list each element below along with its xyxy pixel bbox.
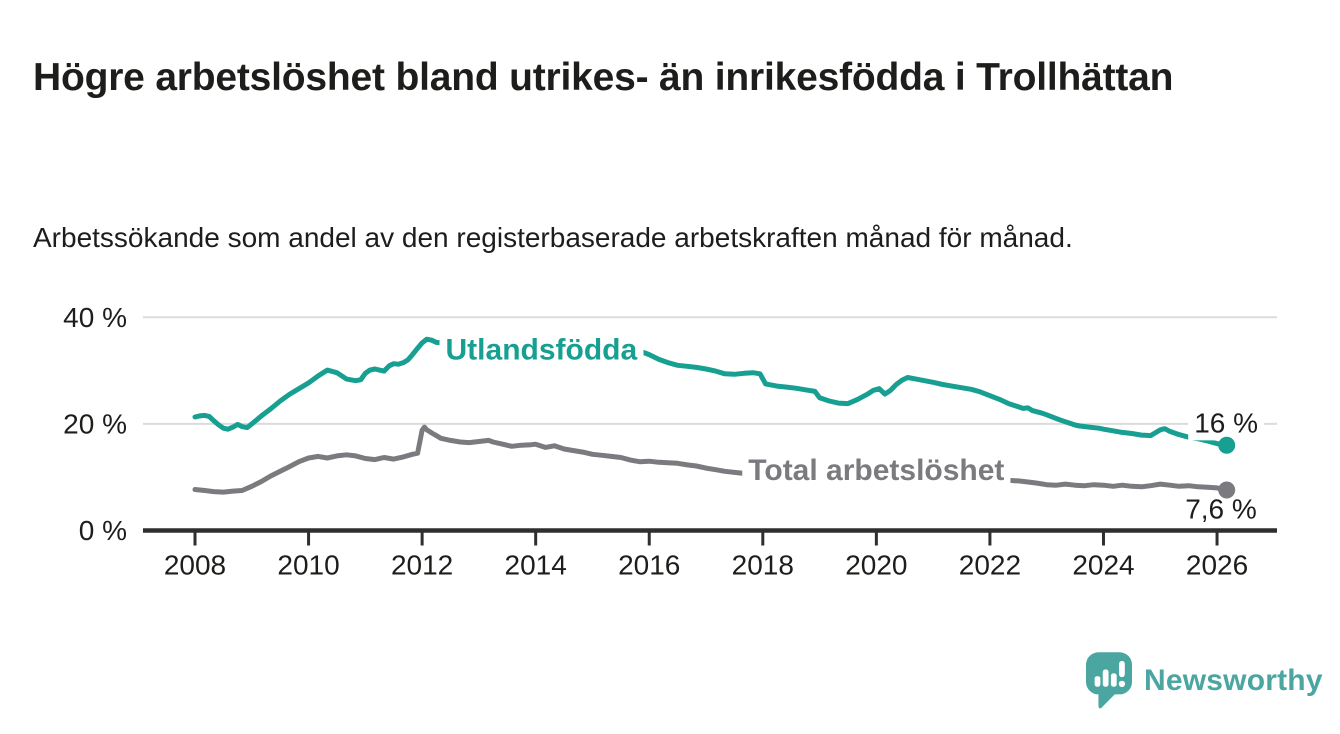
newsworthy-logo-icon [1086, 652, 1132, 709]
logo-bar-3 [1110, 673, 1117, 687]
logo-bubble-shape [1086, 652, 1132, 709]
x-axis-tick-label: 2022 [959, 550, 1021, 581]
brand-name: Newsworthy [1144, 664, 1323, 697]
x-axis-tick-label: 2012 [391, 550, 453, 581]
x-axis-tick-label: 2024 [1072, 550, 1134, 581]
end-dot-utlandsfodda [1218, 436, 1236, 454]
logo-bar-1 [1094, 676, 1101, 687]
logo-bar-2 [1102, 669, 1109, 687]
chart-label-mask [1188, 405, 1265, 441]
y-axis-tick-label: 0 % [79, 515, 127, 546]
x-axis-tick-label: 2016 [618, 550, 680, 581]
page-title: Högre arbetslöshet bland utrikes- än inr… [33, 56, 1174, 100]
chart-label: Utlandsfödda [446, 333, 638, 366]
line-utlandsfodda [192, 336, 1230, 448]
chart-label-mask [439, 331, 644, 369]
x-axis-tick-label: 2008 [164, 550, 226, 581]
brand-footer: Newsworthy [1086, 652, 1323, 710]
x-axis-tick-label: 2018 [732, 550, 794, 581]
chart-label: 7,6 % [1185, 494, 1257, 525]
y-axis-tick-label: 40 % [63, 302, 127, 333]
page-subtitle: Arbetssökande som andel av den registerb… [33, 222, 1073, 253]
chart-label-mask [742, 451, 1011, 489]
chart-label: 16 % [1194, 407, 1258, 438]
line-total-arbetsloshet [192, 424, 1230, 495]
end-dot-total-arbetsloshet [1218, 481, 1236, 499]
x-axis-tick-label: 2014 [505, 550, 567, 581]
x-axis-tick-label: 2020 [845, 550, 907, 581]
logo-exclamation-bar [1119, 660, 1125, 678]
x-axis-tick-label: 2010 [277, 550, 339, 581]
x-axis-tick-label: 2026 [1186, 550, 1248, 581]
logo-exclamation-dot [1118, 680, 1126, 688]
y-axis-tick-label: 20 % [63, 408, 127, 439]
chart-label: Total arbetslöshet [748, 454, 1004, 487]
chart-label-mask [1179, 491, 1263, 527]
